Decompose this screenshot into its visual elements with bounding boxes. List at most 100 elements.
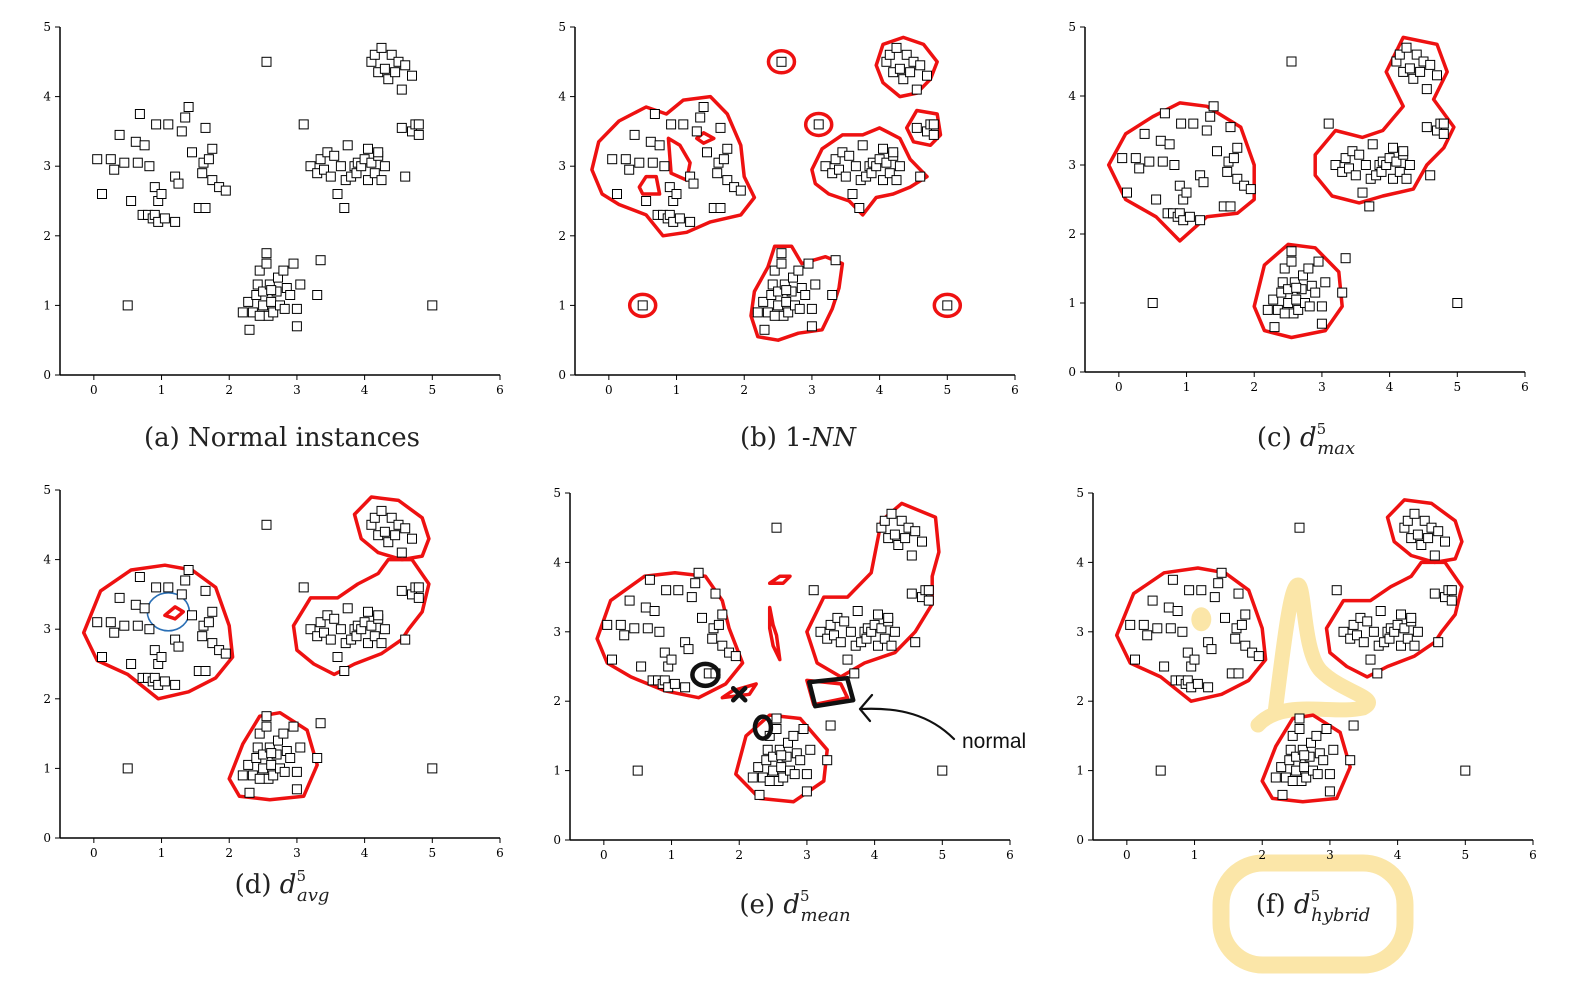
x-tick-label: 0 <box>1115 380 1123 394</box>
data-point <box>363 638 373 649</box>
data-point <box>889 626 900 637</box>
data-point <box>1425 170 1436 181</box>
data-point <box>835 637 846 648</box>
data-point <box>620 154 631 165</box>
data-point <box>159 676 170 687</box>
data-point <box>803 258 814 269</box>
data-point <box>1340 153 1351 164</box>
data-point <box>1320 277 1331 288</box>
data-point <box>654 140 665 151</box>
data-point <box>1165 623 1176 634</box>
y-tick-label: 5 <box>558 20 566 34</box>
data-point <box>1433 637 1444 648</box>
data-point <box>602 619 613 630</box>
data-point <box>1262 304 1273 315</box>
data-point <box>1357 187 1368 198</box>
data-point <box>1285 744 1296 755</box>
data-point <box>830 255 841 266</box>
data-point <box>163 119 174 130</box>
data-point <box>911 84 922 95</box>
data-point <box>839 616 850 627</box>
data-point <box>715 122 726 133</box>
data-point <box>1429 550 1440 561</box>
data-point <box>1303 263 1314 274</box>
data-point <box>894 161 905 172</box>
data-point <box>1205 111 1216 122</box>
boundary-left-cluster <box>1106 101 1256 243</box>
data-point <box>698 102 709 112</box>
data-point <box>879 633 890 644</box>
data-point <box>801 786 812 797</box>
boundary-inner-hole <box>163 605 185 621</box>
y-tick-label: 0 <box>1076 833 1084 847</box>
data-point <box>1344 163 1354 174</box>
boundary-left-cluster <box>590 94 757 238</box>
data-point <box>850 161 861 172</box>
data-point <box>1152 623 1163 634</box>
data-point <box>376 505 387 516</box>
y-tick-label: 3 <box>43 622 51 636</box>
x-tick-label: 1 <box>673 383 681 397</box>
data-point <box>97 652 107 662</box>
hand-drawn-cross <box>730 686 748 703</box>
y-tick-label: 2 <box>558 229 566 243</box>
x-tick-label: 0 <box>600 848 608 862</box>
data-point <box>207 143 218 154</box>
data-point <box>825 720 836 731</box>
boundary-right-cluster <box>810 126 929 217</box>
data-point <box>366 157 377 168</box>
data-point <box>928 129 939 140</box>
data-point <box>383 74 394 85</box>
x-tick-label: 5 <box>1461 848 1469 862</box>
data-point <box>645 136 656 147</box>
data-point <box>1415 66 1426 77</box>
boundary-bottom-cluster <box>749 244 845 342</box>
data-point <box>1301 772 1312 783</box>
data-point <box>114 592 125 603</box>
data-point <box>629 129 640 140</box>
data-point <box>1391 156 1402 167</box>
x-tick-label: 2 <box>735 848 743 862</box>
data-point <box>673 585 684 596</box>
data-point <box>1365 654 1376 665</box>
data-point <box>1452 298 1463 308</box>
data-point <box>1429 588 1440 599</box>
data-point <box>237 770 248 781</box>
data-point <box>1354 149 1365 160</box>
data-point <box>369 168 380 179</box>
data-point <box>1304 301 1315 312</box>
data-point <box>342 140 353 151</box>
data-point <box>666 119 677 130</box>
data-point <box>685 216 696 227</box>
data-point <box>1169 160 1180 170</box>
data-point <box>173 178 184 189</box>
data-point <box>1155 135 1166 146</box>
data-point <box>942 300 953 311</box>
data-point <box>1201 125 1212 136</box>
data-point <box>156 189 167 199</box>
y-tick-label: 4 <box>553 555 561 569</box>
data-point <box>1269 322 1280 333</box>
data-point <box>159 213 170 224</box>
y-tick-label: 4 <box>43 553 51 567</box>
data-point <box>661 585 672 596</box>
data-point <box>315 617 326 628</box>
data-point <box>1294 724 1305 734</box>
y-tick-label: 3 <box>43 159 51 173</box>
data-point <box>906 550 917 561</box>
data-point <box>1352 630 1362 641</box>
data-point <box>764 776 775 786</box>
data-point <box>413 582 424 593</box>
y-tick-label: 1 <box>43 761 51 775</box>
data-point <box>1316 318 1327 329</box>
data-point <box>624 164 635 175</box>
y-tick-label: 1 <box>43 298 51 312</box>
data-point <box>806 321 817 332</box>
y-tick-label: 1 <box>1068 296 1076 310</box>
data-point <box>1276 762 1287 773</box>
boundary-right-cluster <box>1324 560 1464 679</box>
data-point <box>1338 626 1349 637</box>
data-point <box>139 140 150 151</box>
x-tick-label: 4 <box>361 846 369 860</box>
x-tick-label: 6 <box>496 383 504 397</box>
